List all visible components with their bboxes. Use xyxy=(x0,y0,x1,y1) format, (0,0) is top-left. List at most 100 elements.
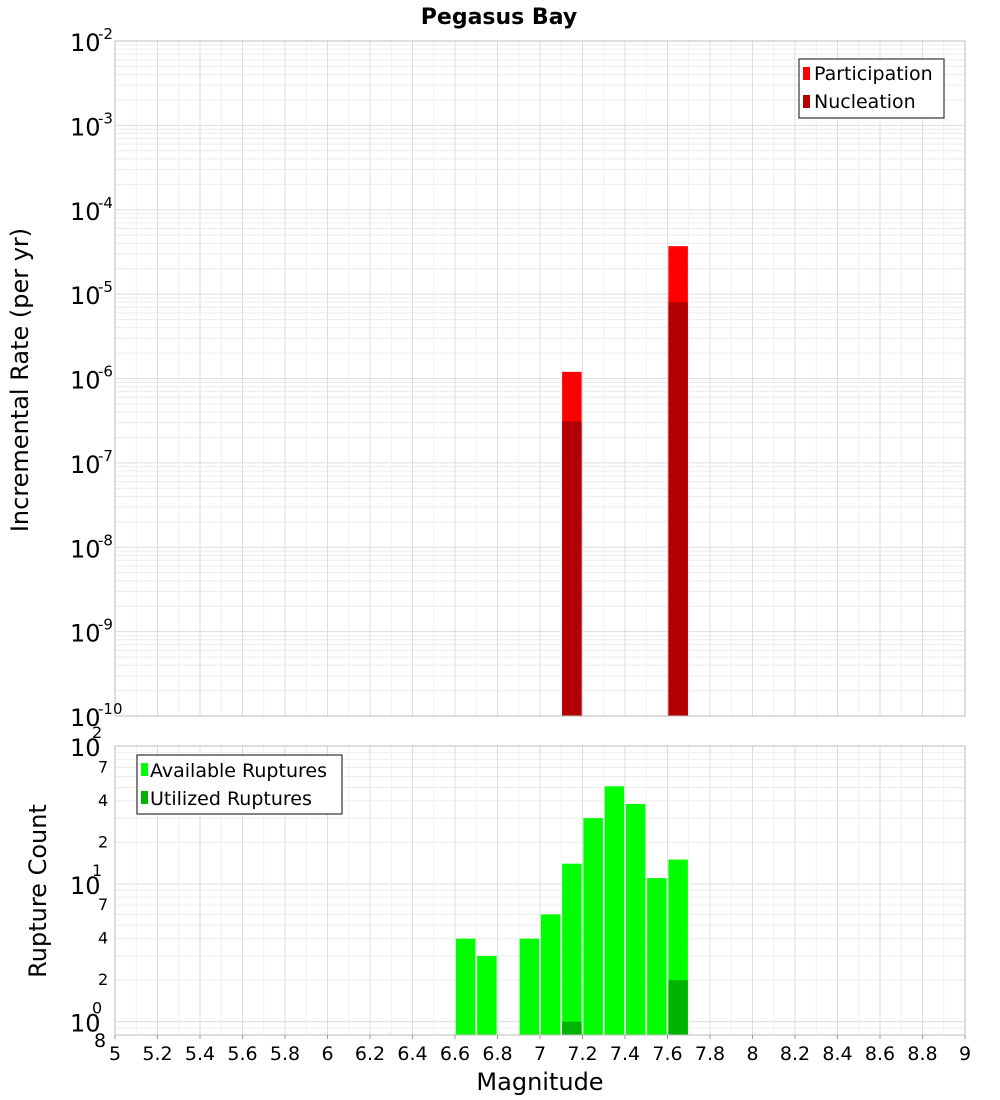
bar-available-ruptures xyxy=(562,863,582,1035)
x-tick-label: 9 xyxy=(959,1043,971,1065)
count-y-bottom-tick-label: 8 xyxy=(94,1030,106,1052)
count-y-tick-label: 100 xyxy=(70,999,102,1038)
rate-y-tick-exponent: -4 xyxy=(98,194,113,212)
rate-y-tick-exponent: -9 xyxy=(98,616,113,634)
x-tick-label: 7.8 xyxy=(695,1043,725,1065)
count-y-tick-base: 10 xyxy=(70,1010,101,1038)
count-y-minor-tick-label: 7 xyxy=(98,757,108,776)
rate-legend-box xyxy=(798,58,945,119)
x-tick-label: 7.2 xyxy=(567,1043,597,1065)
x-tick-label: 6.8 xyxy=(482,1043,512,1065)
x-tick-label: 6 xyxy=(321,1043,333,1065)
rate-y-tick-exponent: -5 xyxy=(98,278,113,296)
legend-label-utilized-ruptures: Utilized Ruptures xyxy=(150,788,312,810)
count-bars xyxy=(455,786,688,1035)
bar-utilized-ruptures xyxy=(562,1021,582,1035)
bar-utilized-ruptures xyxy=(668,980,688,1035)
rate-y-tick-label: 10-9 xyxy=(70,616,113,648)
rate-y-tick-exponent: -3 xyxy=(98,109,113,127)
rate-y-tick-exponent: -7 xyxy=(98,447,113,465)
count-y-tick-label: 102 xyxy=(70,723,102,762)
bar-nucleation xyxy=(668,302,688,716)
count-y-tick-base: 10 xyxy=(70,872,101,900)
rate-y-tick-base: 10 xyxy=(70,535,101,563)
count-y-minor-tick-label: 2 xyxy=(98,832,108,851)
bar-nucleation xyxy=(562,421,582,716)
chart-title: Pegasus Bay xyxy=(421,5,577,30)
rate-y-tick-label: 10-6 xyxy=(70,363,113,395)
rate-y-tick-exponent: -8 xyxy=(98,531,113,549)
rate-y-tick-exponent: -2 xyxy=(98,25,113,43)
rate-y-tick-base: 10 xyxy=(70,704,101,732)
x-tick-label: 8.8 xyxy=(907,1043,937,1065)
count-y-tick-exponent: 2 xyxy=(92,723,102,742)
bar-available-ruptures xyxy=(540,914,561,1035)
count-y-minor-tick-label: 4 xyxy=(98,791,108,810)
rate-y-tick-label: 10-2 xyxy=(70,25,113,57)
x-tick-label: 6.4 xyxy=(397,1043,427,1065)
rate-y-tick-exponent: -6 xyxy=(98,363,113,381)
x-tick-label: 7.6 xyxy=(652,1043,682,1065)
rate-legend: Participation Nucleation xyxy=(798,58,945,119)
rate-y-tick-exponent: -10 xyxy=(98,700,123,718)
rate-y-tick-base: 10 xyxy=(70,451,101,479)
rate-y-tick-label: 10-4 xyxy=(70,194,113,226)
rate-y-tick-base: 10 xyxy=(70,29,101,57)
count-x-ticks: 5 5.2 5.4 5.6 5.8 6 6.2 6.4 6.6 6.8 7 7.2 7.4 7.6 7.8 8… xyxy=(109,1035,971,1065)
x-tick-label: 8.4 xyxy=(822,1043,852,1065)
legend-swatch-available-ruptures xyxy=(141,763,148,776)
legend-swatch-utilized-ruptures xyxy=(141,791,148,804)
rate-y-tick-label: 10-3 xyxy=(70,109,113,141)
bar-available-ruptures xyxy=(583,818,603,1035)
count-legend-box xyxy=(136,754,343,815)
rate-y-tick-base: 10 xyxy=(70,198,101,226)
x-tick-label: 5 xyxy=(109,1043,121,1065)
rate-y-tick-label: 10-10 xyxy=(70,700,123,732)
bar-available-ruptures xyxy=(477,955,497,1035)
x-tick-label: 8.2 xyxy=(780,1043,810,1065)
legend-swatch-participation xyxy=(803,67,810,80)
rate-y-tick-label: 10-8 xyxy=(70,531,113,563)
rate-bars xyxy=(562,246,688,716)
bar-available-ruptures xyxy=(455,938,476,1035)
x-tick-label: 6.2 xyxy=(355,1043,385,1065)
rate-y-tick-base: 10 xyxy=(70,282,101,310)
count-y-tick-exponent: 0 xyxy=(92,999,102,1018)
x-tick-label: 5.4 xyxy=(185,1043,215,1065)
x-tick-label: 7.4 xyxy=(610,1043,640,1065)
rate-plot-border xyxy=(114,40,966,717)
count-y-minor-tick-label: 4 xyxy=(98,929,108,948)
rate-y-tick-base: 10 xyxy=(70,620,101,648)
bar-available-ruptures xyxy=(647,878,667,1035)
rate-y-tick-base: 10 xyxy=(70,113,101,141)
rate-grid xyxy=(114,41,966,717)
count-y-minor-tick-label: 7 xyxy=(98,895,108,914)
x-tick-label: 8 xyxy=(746,1043,758,1065)
count-y-tick-base: 10 xyxy=(70,734,101,762)
count-y-tick-label: 101 xyxy=(70,861,102,900)
x-tick-label: 8.6 xyxy=(865,1043,895,1065)
x-axis-title: Magnitude xyxy=(476,1068,603,1096)
legend-label-available-ruptures: Available Ruptures xyxy=(150,760,327,782)
count-y-axis-title: Rupture Count xyxy=(24,804,52,978)
legend-swatch-nucleation xyxy=(803,95,810,108)
x-tick-label: 5.6 xyxy=(227,1043,257,1065)
count-y-tick-exponent: 1 xyxy=(92,861,102,880)
count-y-minor-tick-label: 2 xyxy=(98,970,108,989)
x-tick-label: 7 xyxy=(534,1043,546,1065)
legend-label-nucleation: Nucleation xyxy=(814,91,916,113)
x-tick-label: 5.2 xyxy=(142,1043,172,1065)
bar-available-ruptures xyxy=(604,786,625,1035)
rate-y-tick-base: 10 xyxy=(70,367,101,395)
x-tick-label: 6.6 xyxy=(440,1043,470,1065)
rate-y-tick-label: 10-5 xyxy=(70,278,113,310)
rate-y-axis-title: Incremental Rate (per yr) xyxy=(6,228,34,532)
x-tick-label: 5.8 xyxy=(270,1043,300,1065)
bar-available-ruptures xyxy=(519,938,540,1035)
legend-label-participation: Participation xyxy=(814,63,933,85)
